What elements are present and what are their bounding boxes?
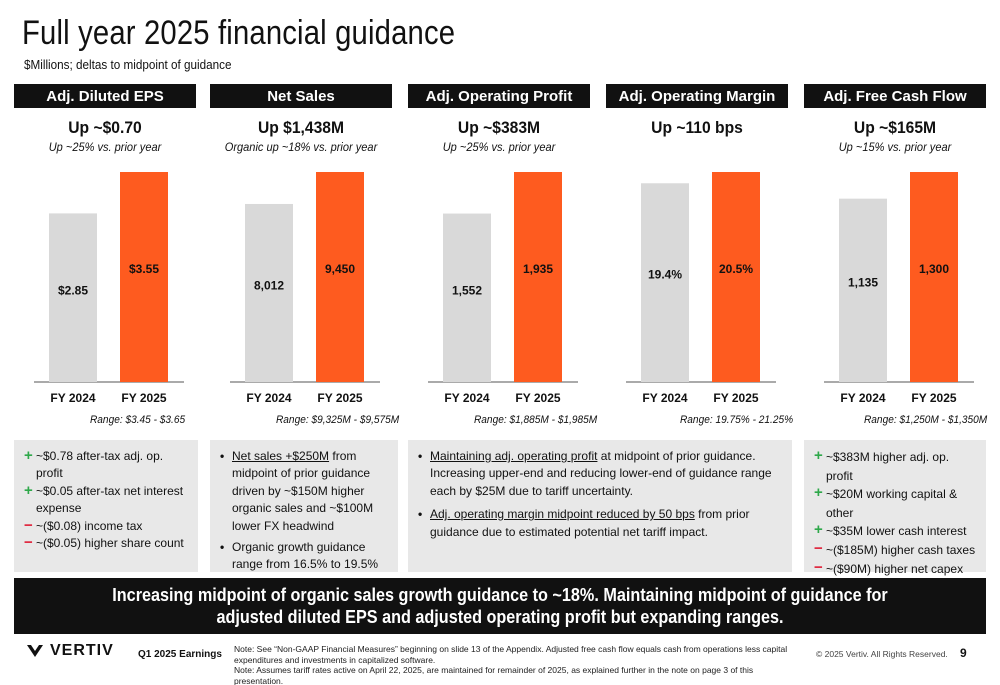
bar-chart-eps: $2.85 FY 2024 $3.55 FY 2025 bbox=[34, 172, 184, 405]
net-sales-notes-box: • Net sales +$250M from midpoint of prio… bbox=[210, 440, 398, 572]
bar-value-label: $3.55 bbox=[129, 262, 159, 276]
bar-fy2024 bbox=[49, 213, 97, 382]
copyright: © 2025 Vertiv. All Rights Reserved. bbox=[816, 649, 948, 659]
bridge-item: − ~($0.05) higher share count bbox=[24, 533, 184, 551]
summary-banner-text: Increasing midpoint of organic sales gro… bbox=[112, 584, 888, 628]
panel-headline: Up ~$165M bbox=[853, 118, 937, 137]
bullet-icon: • bbox=[418, 507, 423, 522]
range-net-sales: Range: $9,325M - $9,575M bbox=[276, 414, 400, 426]
footer-note: Note: Assumes tariff rates active on Apr… bbox=[234, 665, 754, 685]
range-fcf: Range: $1,250M - $1,350M bbox=[864, 414, 988, 426]
panel-delta: Up ~25% vs. prior year bbox=[48, 140, 162, 154]
panel-net-sales: Net Sales Up $1,438M Organic up ~18% vs.… bbox=[210, 84, 392, 424]
x-tick-label: FY 2024 bbox=[246, 391, 291, 405]
logo-text: VERTIV bbox=[50, 642, 114, 659]
panel-header: Adj. Free Cash Flow bbox=[804, 84, 986, 108]
x-tick-label: FY 2025 bbox=[317, 391, 362, 405]
bridge-item: − ~($0.08) income tax bbox=[24, 516, 143, 534]
vertiv-logo: VERTIV bbox=[26, 642, 114, 660]
bar-value-label: 1,552 bbox=[452, 283, 482, 297]
bar-chart-op-profit: 1,552 FY 2024 1,935 FY 2025 bbox=[428, 172, 578, 405]
bar-chart-fcf: 1,135 FY 2024 1,300 FY 2025 bbox=[824, 172, 974, 405]
bar-fy2025 bbox=[712, 172, 760, 382]
panel-header: Adj. Operating Profit bbox=[408, 84, 590, 108]
bridge-item: − ~($185M) higher cash taxes bbox=[814, 539, 976, 557]
x-tick-label: FY 2025 bbox=[515, 391, 560, 405]
bridge-item: − ~($90M) higher net capex bbox=[814, 558, 964, 576]
bar-value-label: 8,012 bbox=[254, 278, 284, 292]
footer-label: Q1 2025 Earnings bbox=[138, 649, 222, 660]
bar-fy2024 bbox=[839, 198, 887, 382]
vertiv-logo-icon bbox=[27, 645, 43, 657]
op-profit-notes-box: • Maintaining adj. operating profit at m… bbox=[408, 440, 792, 572]
x-tick-label: FY 2024 bbox=[444, 391, 489, 405]
page-number: 9 bbox=[960, 646, 967, 660]
bridge-item: + ~$0.05 after-tax net interest expense bbox=[24, 481, 184, 516]
footer-notes: Note: See “Non-GAAP Financial Measures” … bbox=[234, 644, 804, 685]
panel-headline: Up ~$383M bbox=[457, 118, 541, 137]
panel-delta: Up ~15% vs. prior year bbox=[838, 140, 952, 154]
eps-bridge-box: + ~$0.78 after-tax adj. op. profit + ~$0.0… bbox=[14, 440, 198, 572]
x-tick-label: FY 2025 bbox=[121, 391, 166, 405]
bullet-icon: • bbox=[418, 449, 423, 463]
x-tick-label: FY 2024 bbox=[840, 391, 885, 405]
panel-header: Adj. Diluted EPS bbox=[14, 84, 196, 108]
note-item: • Adj. operating margin midpoint reduced… bbox=[418, 507, 750, 539]
note-item: • Maintaining adj. operating profit at m… bbox=[418, 449, 772, 498]
bridge-item: + ~$383M higher adj. op. profit bbox=[814, 447, 950, 483]
bar-value-label: 20.5% bbox=[719, 262, 753, 276]
bridge-item: + ~$0.78 after-tax adj. op. profit bbox=[24, 447, 164, 481]
x-tick-label: FY 2024 bbox=[50, 391, 95, 405]
bar-fy2024 bbox=[245, 203, 293, 382]
bullet-icon: • bbox=[220, 449, 225, 463]
panel-header: Adj. Operating Margin bbox=[606, 84, 788, 108]
page-title: Full year 2025 financial guidance bbox=[22, 14, 456, 52]
bar-fy2024 bbox=[443, 213, 491, 382]
bar-value-label: 9,450 bbox=[325, 262, 355, 276]
note-item: • Organic growth guidance range from 16.… bbox=[220, 539, 379, 572]
bridge-item: + ~$20M working capital & other bbox=[814, 484, 958, 520]
bar-fy2025 bbox=[910, 172, 958, 382]
bar-fy2025 bbox=[316, 172, 364, 382]
panel-delta: Organic up ~18% vs. prior year bbox=[224, 140, 378, 154]
panel-headline: Up $1,438M bbox=[257, 118, 345, 137]
bar-fy2025 bbox=[514, 172, 562, 382]
range-op-margin: Range: 19.75% - 21.25% bbox=[680, 414, 794, 426]
bridge-item: + ~$35M lower cash interest bbox=[814, 521, 967, 539]
x-tick-label: FY 2025 bbox=[713, 391, 758, 405]
bullet-icon: • bbox=[220, 539, 225, 554]
bar-fy2024 bbox=[641, 183, 689, 382]
x-tick-label: FY 2025 bbox=[911, 391, 956, 405]
bar-value-label: 1,135 bbox=[848, 276, 878, 290]
x-tick-label: FY 2024 bbox=[642, 391, 687, 405]
panel-adj-free-cash-flow: Adj. Free Cash Flow Up ~$165M Up ~15% vs… bbox=[804, 84, 986, 424]
bar-fy2025 bbox=[120, 172, 168, 382]
panel-adj-operating-profit: Adj. Operating Profit Up ~$383M Up ~25% … bbox=[408, 84, 590, 424]
panel-delta: Up ~25% vs. prior year bbox=[442, 140, 556, 154]
bar-chart-net-sales: 8,012 FY 2024 9,450 FY 2025 bbox=[230, 172, 380, 405]
panel-adj-diluted-eps: Adj. Diluted EPS Up ~$0.70 Up ~25% vs. p… bbox=[14, 84, 196, 424]
fcf-bridge-box: + ~$383M higher adj. op. profit + ~$20M wo… bbox=[804, 440, 986, 576]
summary-banner: Increasing midpoint of organic sales gro… bbox=[14, 578, 986, 634]
bar-value-label: 1,935 bbox=[523, 262, 553, 276]
panel-headline: Up ~110 bps bbox=[651, 118, 743, 137]
footer-note: Note: See “Non-GAAP Financial Measures” … bbox=[234, 644, 788, 665]
bar-value-label: 1,300 bbox=[919, 262, 949, 276]
range-op-profit: Range: $1,885M - $1,985M bbox=[474, 414, 598, 426]
bar-value-label: 19.4% bbox=[648, 268, 682, 282]
note-item: • Net sales +$250M from midpoint of prio… bbox=[220, 449, 374, 533]
panel-headline: Up ~$0.70 bbox=[68, 118, 142, 137]
bar-value-label: $2.85 bbox=[58, 283, 88, 297]
range-eps: Range: $3.45 - $3.65 bbox=[90, 414, 186, 426]
bar-chart-op-margin: 19.4% FY 2024 20.5% FY 2025 bbox=[626, 172, 776, 405]
page-subtitle: $Millions; deltas to midpoint of guidanc… bbox=[24, 57, 232, 72]
panel-adj-operating-margin: Adj. Operating Margin Up ~110 bps 19.4% F… bbox=[606, 84, 788, 424]
panel-header: Net Sales bbox=[210, 84, 392, 108]
